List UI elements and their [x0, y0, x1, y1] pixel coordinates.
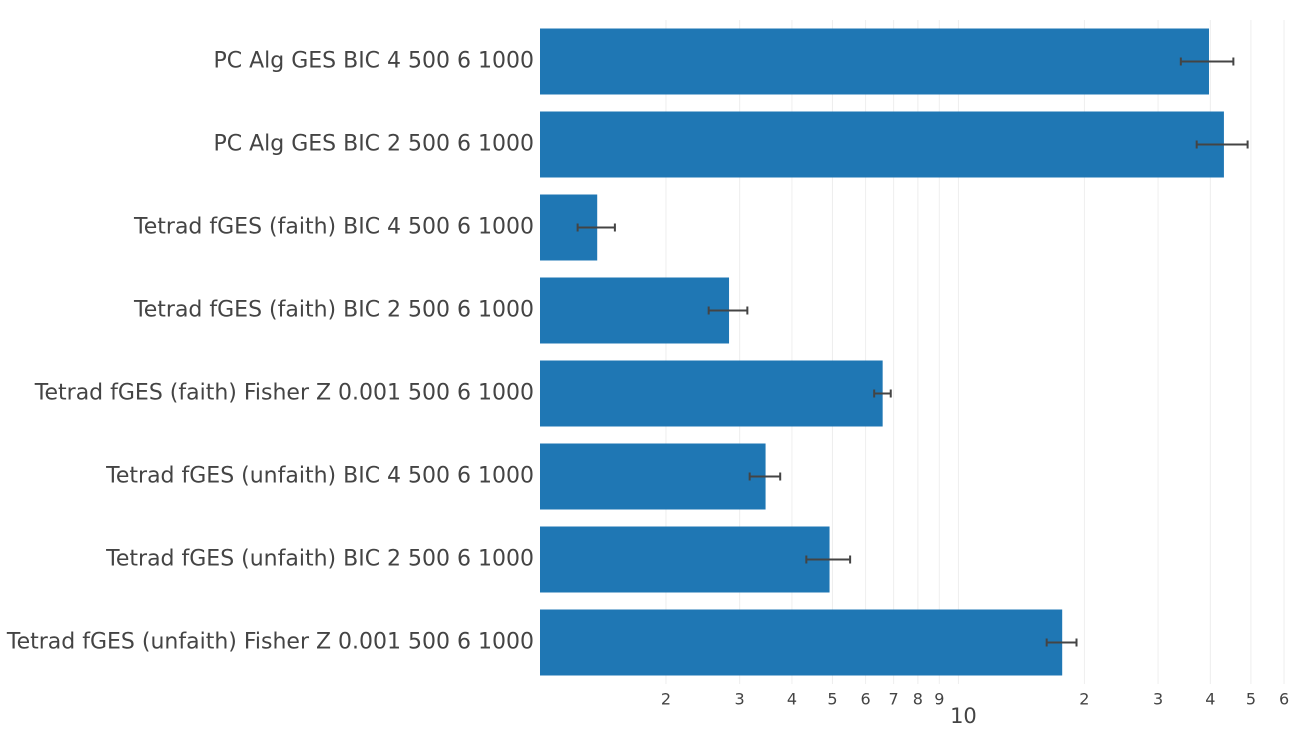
y-tick-label: PC Alg GES BIC 4 500 6 1000 — [213, 49, 534, 74]
bar — [540, 443, 766, 510]
bar — [540, 526, 830, 593]
x-tick-label: 6 — [861, 690, 871, 709]
bar — [540, 111, 1224, 178]
error-bar — [1195, 140, 1249, 149]
error-bar — [1045, 638, 1078, 647]
x-tick-label: 4 — [1205, 690, 1215, 709]
x-tick-label: 5 — [1246, 690, 1256, 709]
error-bar — [1179, 57, 1235, 66]
error-bar — [805, 555, 852, 564]
x-tick-label: 3 — [735, 690, 745, 709]
y-tick-label: Tetrad fGES (unfaith) BIC 4 500 6 1000 — [105, 464, 534, 489]
y-tick-label: Tetrad fGES (unfaith) BIC 2 500 6 1000 — [105, 547, 534, 572]
bar — [540, 609, 1063, 676]
bar — [540, 28, 1209, 95]
y-tick-label: Tetrad fGES (faith) BIC 4 500 6 1000 — [133, 215, 534, 240]
x-tick-label: 10 — [950, 704, 977, 728]
y-tick-label: Tetrad fGES (unfaith) Fisher Z 0.001 500… — [6, 630, 534, 655]
error-bar — [748, 472, 782, 481]
x-tick-label: 2 — [661, 690, 671, 709]
error-bar — [576, 223, 616, 232]
error-bar — [707, 306, 749, 315]
y-tick-label: Tetrad fGES (faith) Fisher Z 0.001 500 6… — [34, 381, 534, 406]
x-tick-label: 9 — [934, 690, 944, 709]
error-bar — [873, 389, 892, 398]
y-tick-label: Tetrad fGES (faith) BIC 2 500 6 1000 — [133, 298, 534, 323]
bar — [540, 360, 883, 427]
x-tick-label: 2 — [1079, 690, 1089, 709]
x-tick-label: 4 — [787, 690, 797, 709]
x-tick-label: 7 — [889, 690, 899, 709]
x-tick-label: 8 — [913, 690, 923, 709]
bar — [540, 277, 730, 344]
x-tick-label: 3 — [1153, 690, 1163, 709]
x-tick-label: 6 — [1279, 690, 1289, 709]
x-tick-label: 5 — [827, 690, 837, 709]
y-tick-label: PC Alg GES BIC 2 500 6 1000 — [213, 132, 534, 157]
